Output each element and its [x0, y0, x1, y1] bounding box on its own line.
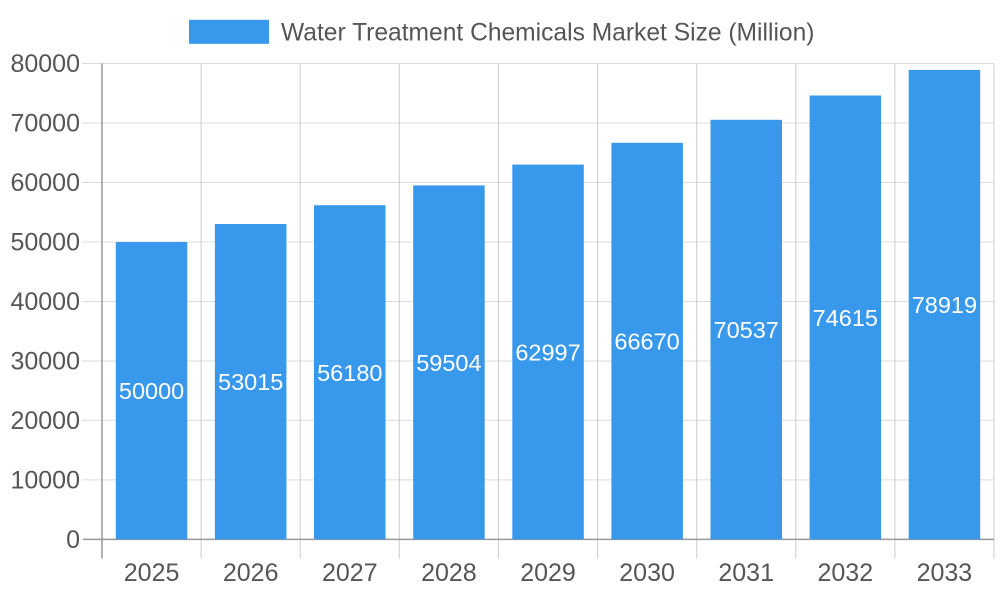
svg-text:2027: 2027 [322, 559, 378, 587]
svg-text:60000: 60000 [10, 169, 80, 197]
svg-text:2030: 2030 [619, 559, 675, 587]
svg-text:30000: 30000 [10, 348, 80, 376]
svg-text:50000: 50000 [10, 229, 80, 257]
svg-text:74615: 74615 [813, 305, 878, 331]
svg-text:2028: 2028 [421, 559, 477, 587]
svg-text:53015: 53015 [218, 369, 283, 395]
svg-text:2025: 2025 [124, 559, 180, 587]
svg-text:2033: 2033 [917, 559, 973, 587]
svg-text:2031: 2031 [718, 559, 774, 587]
svg-text:70537: 70537 [714, 317, 779, 343]
svg-text:59504: 59504 [416, 350, 481, 376]
svg-text:Water Treatment Chemicals Mark: Water Treatment Chemicals Market Size (M… [281, 20, 814, 47]
svg-text:20000: 20000 [10, 407, 80, 435]
svg-text:0: 0 [66, 526, 80, 554]
svg-text:10000: 10000 [10, 466, 80, 494]
svg-text:2026: 2026 [223, 559, 279, 587]
svg-text:40000: 40000 [10, 288, 80, 316]
svg-text:50000: 50000 [119, 378, 184, 404]
svg-text:62997: 62997 [515, 340, 580, 366]
svg-text:70000: 70000 [10, 110, 80, 138]
svg-text:80000: 80000 [10, 50, 80, 78]
svg-text:2032: 2032 [817, 559, 873, 587]
svg-text:66670: 66670 [614, 329, 679, 355]
svg-text:56180: 56180 [317, 360, 382, 386]
svg-text:2029: 2029 [520, 559, 576, 587]
svg-text:78919: 78919 [912, 292, 977, 318]
